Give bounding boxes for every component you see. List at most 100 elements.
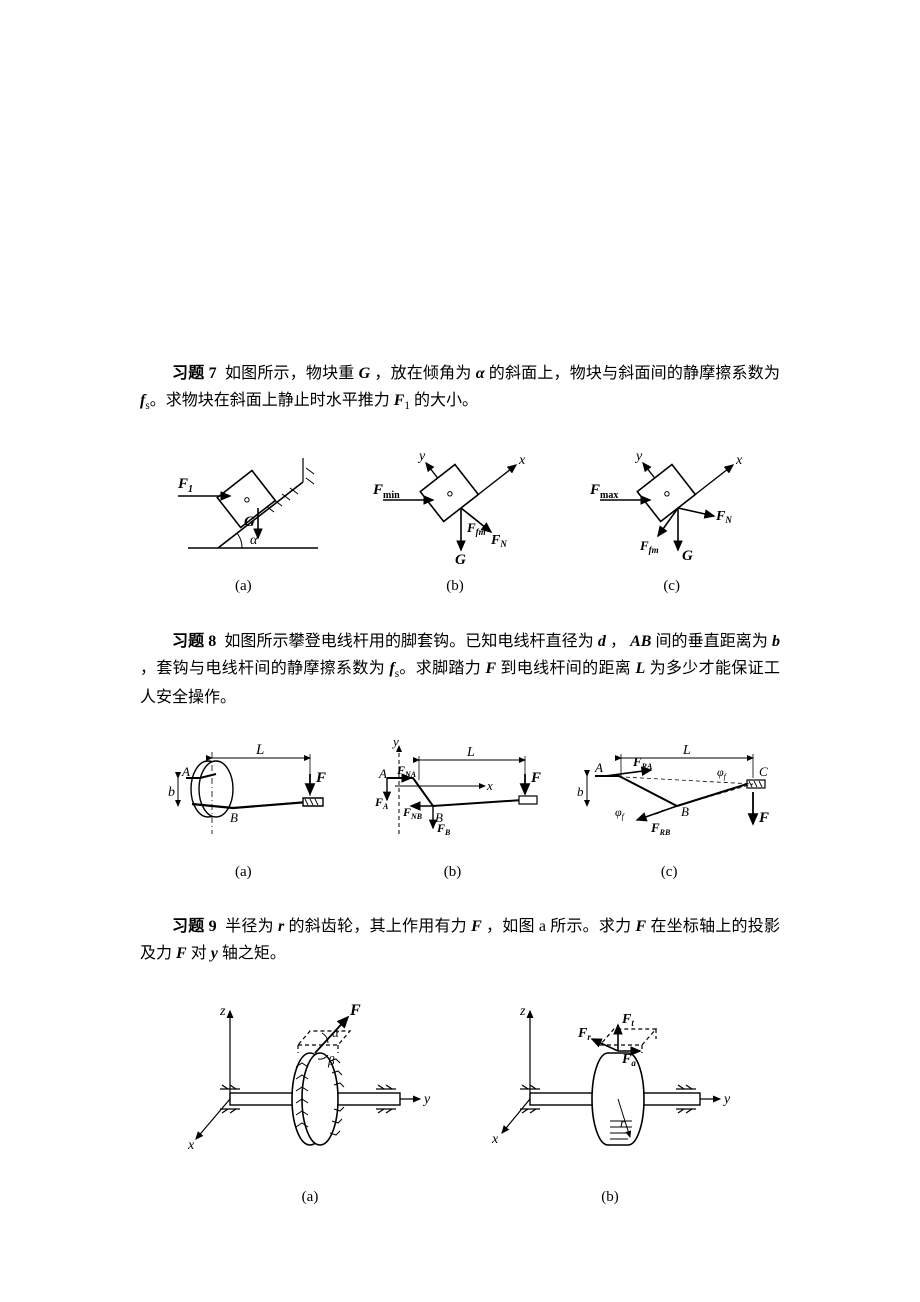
svg-text:G: G <box>244 514 255 530</box>
fig-7b-caption: (b) <box>446 574 464 600</box>
p8-AB: AB <box>630 633 651 650</box>
p8-t4: ，套钩与电线杆间的静摩擦系数为 <box>140 660 389 677</box>
p9-F: F <box>471 918 482 935</box>
fig-8c: L b A B C FRA φf FRB φf <box>567 734 772 886</box>
svg-text:y: y <box>634 449 643 464</box>
p7-G: G <box>359 365 371 382</box>
svg-text:F1: F1 <box>177 476 193 495</box>
svg-text:FNB: FNB <box>402 805 423 821</box>
svg-text:F: F <box>758 810 769 826</box>
fig-7a: F1 G α (a) <box>158 438 328 600</box>
fig-7c-svg: x y G FN Ffm Fmax <box>582 438 762 568</box>
problem-9: 习题 9 半径为 r 的斜齿轮，其上作用有力 F ，如图 a 所示。求力 F 在… <box>140 913 780 1211</box>
svg-text:Fa: Fa <box>621 1052 636 1068</box>
svg-text:F: F <box>349 1002 361 1019</box>
svg-text:y: y <box>422 1092 431 1107</box>
fig-7c-caption: (c) <box>663 574 680 600</box>
svg-text:FB: FB <box>436 821 451 837</box>
svg-text:A: A <box>594 760 603 775</box>
problem-8-label: 习题 8 <box>172 633 216 650</box>
p8-t2: ， <box>606 633 630 650</box>
svg-text:φf: φf <box>615 805 626 821</box>
p8-t5: 。求脚踏力 <box>399 660 485 677</box>
svg-text:Ffm: Ffm <box>639 538 659 555</box>
p9-t3: ，如图 a 所示。求力 <box>482 918 636 935</box>
p7-t5: 的大小。 <box>410 392 478 409</box>
p8-t6: 到电线杆间的距离 <box>496 660 635 677</box>
problem-7-figures: F1 G α (a) x y <box>140 438 780 600</box>
svg-text:z: z <box>519 1004 526 1019</box>
svg-text:L: L <box>682 743 691 758</box>
svg-text:Fmax: Fmax <box>589 482 618 501</box>
p9-t6: 轴之矩。 <box>218 945 286 962</box>
svg-text:B: B <box>681 804 689 819</box>
svg-text:FNA: FNA <box>396 763 417 779</box>
fig-8b-caption: (b) <box>444 860 462 886</box>
svg-text:FRA: FRA <box>632 754 653 771</box>
svg-text:G: G <box>455 552 466 568</box>
problem-7: 习题 7 如图所示，物块重 G ，放在倾角为 α 的斜面上，物块与斜面间的静摩擦… <box>140 360 780 600</box>
p9-t5: 对 <box>187 945 211 962</box>
p7-alpha: α <box>476 365 485 382</box>
svg-text:B: B <box>230 810 238 825</box>
problem-7-label: 习题 7 <box>172 365 217 382</box>
svg-text:C: C <box>759 764 768 779</box>
problem-8-text: 习题 8 如图所示攀登电线杆用的脚套钩。已知电线杆直径为 d ， AB 间的垂直… <box>140 628 780 712</box>
fig-8b: y x L A B FNA FA F <box>355 734 550 886</box>
svg-text:x: x <box>486 778 493 793</box>
svg-text:A: A <box>378 766 387 781</box>
svg-text:b: b <box>168 785 175 800</box>
problem-7-text: 习题 7 如图所示，物块重 G ，放在倾角为 α 的斜面上，物块与斜面间的静摩擦… <box>140 360 780 416</box>
problem-9-figures: z y x <box>140 989 780 1211</box>
fig-9a: z y x <box>180 989 440 1211</box>
svg-text:FN: FN <box>715 509 732 525</box>
svg-text:FN: FN <box>490 533 507 549</box>
fig-9b: z y x <box>480 989 740 1211</box>
problem-8: 习题 8 如图所示攀登电线杆用的脚套钩。已知电线杆直径为 d ， AB 间的垂直… <box>140 628 780 885</box>
svg-text:y: y <box>417 449 426 464</box>
p7-t4: 。求物块在斜面上静止时水平推力 <box>150 392 394 409</box>
problem-9-label: 习题 9 <box>172 918 217 935</box>
fig-8c-svg: L b A B C FRA φf FRB φf <box>567 734 772 854</box>
problem-8-figures: L b A B F (a) y x <box>140 734 780 886</box>
fig-7a-svg: F1 G α <box>158 438 328 568</box>
svg-text:L: L <box>466 745 475 760</box>
svg-text:L: L <box>255 742 264 758</box>
p7-F1: F <box>394 392 405 409</box>
svg-text:G: G <box>682 548 693 564</box>
fig-7c: x y G FN Ffm Fmax <box>582 438 762 600</box>
p9-t2: 的斜齿轮，其上作用有力 <box>284 918 471 935</box>
svg-text:y: y <box>391 734 399 749</box>
fig-7a-caption: (a) <box>235 574 252 600</box>
svg-text:Fr: Fr <box>577 1026 591 1042</box>
problem-9-text: 习题 9 半径为 r 的斜齿轮，其上作用有力 F ，如图 a 所示。求力 F 在… <box>140 913 780 967</box>
fig-9b-caption: (b) <box>601 1185 619 1211</box>
p7-t3: 的斜面上，物块与斜面间的静摩擦系数为 <box>485 365 780 382</box>
fig-8b-svg: y x L A B FNA FA F <box>355 734 550 854</box>
p8-t1: 如图所示攀登电线杆用的脚套钩。已知电线杆直径为 <box>224 633 598 650</box>
svg-text:α: α <box>250 533 258 548</box>
svg-text:Ft: Ft <box>621 1012 634 1028</box>
p8-L: L <box>635 660 645 677</box>
svg-text:β: β <box>327 1053 335 1068</box>
svg-text:F: F <box>315 770 326 786</box>
fig-8a: L b A B F (a) <box>148 734 338 886</box>
svg-text:Fmin: Fmin <box>372 482 400 501</box>
svg-text:y: y <box>722 1092 731 1107</box>
p8-F: F <box>485 660 496 677</box>
svg-text:x: x <box>735 453 743 468</box>
p7-t1: 如图所示，物块重 <box>225 365 359 382</box>
p8-b: b <box>772 633 780 650</box>
svg-text:A: A <box>181 764 190 779</box>
fig-8a-caption: (a) <box>235 860 252 886</box>
svg-text:x: x <box>491 1132 499 1147</box>
svg-text:x: x <box>187 1138 195 1153</box>
p9-F3: F <box>176 945 187 962</box>
p8-t3: 间的垂直距离为 <box>651 633 772 650</box>
fig-7b-svg: x y G FN Ffm <box>365 438 545 568</box>
svg-text:Ffm: Ffm <box>466 520 486 537</box>
p9-t1: 半径为 <box>225 918 278 935</box>
fig-9b-svg: z y x <box>480 989 740 1179</box>
p8-d: d <box>598 633 606 650</box>
svg-text:x: x <box>518 453 526 468</box>
